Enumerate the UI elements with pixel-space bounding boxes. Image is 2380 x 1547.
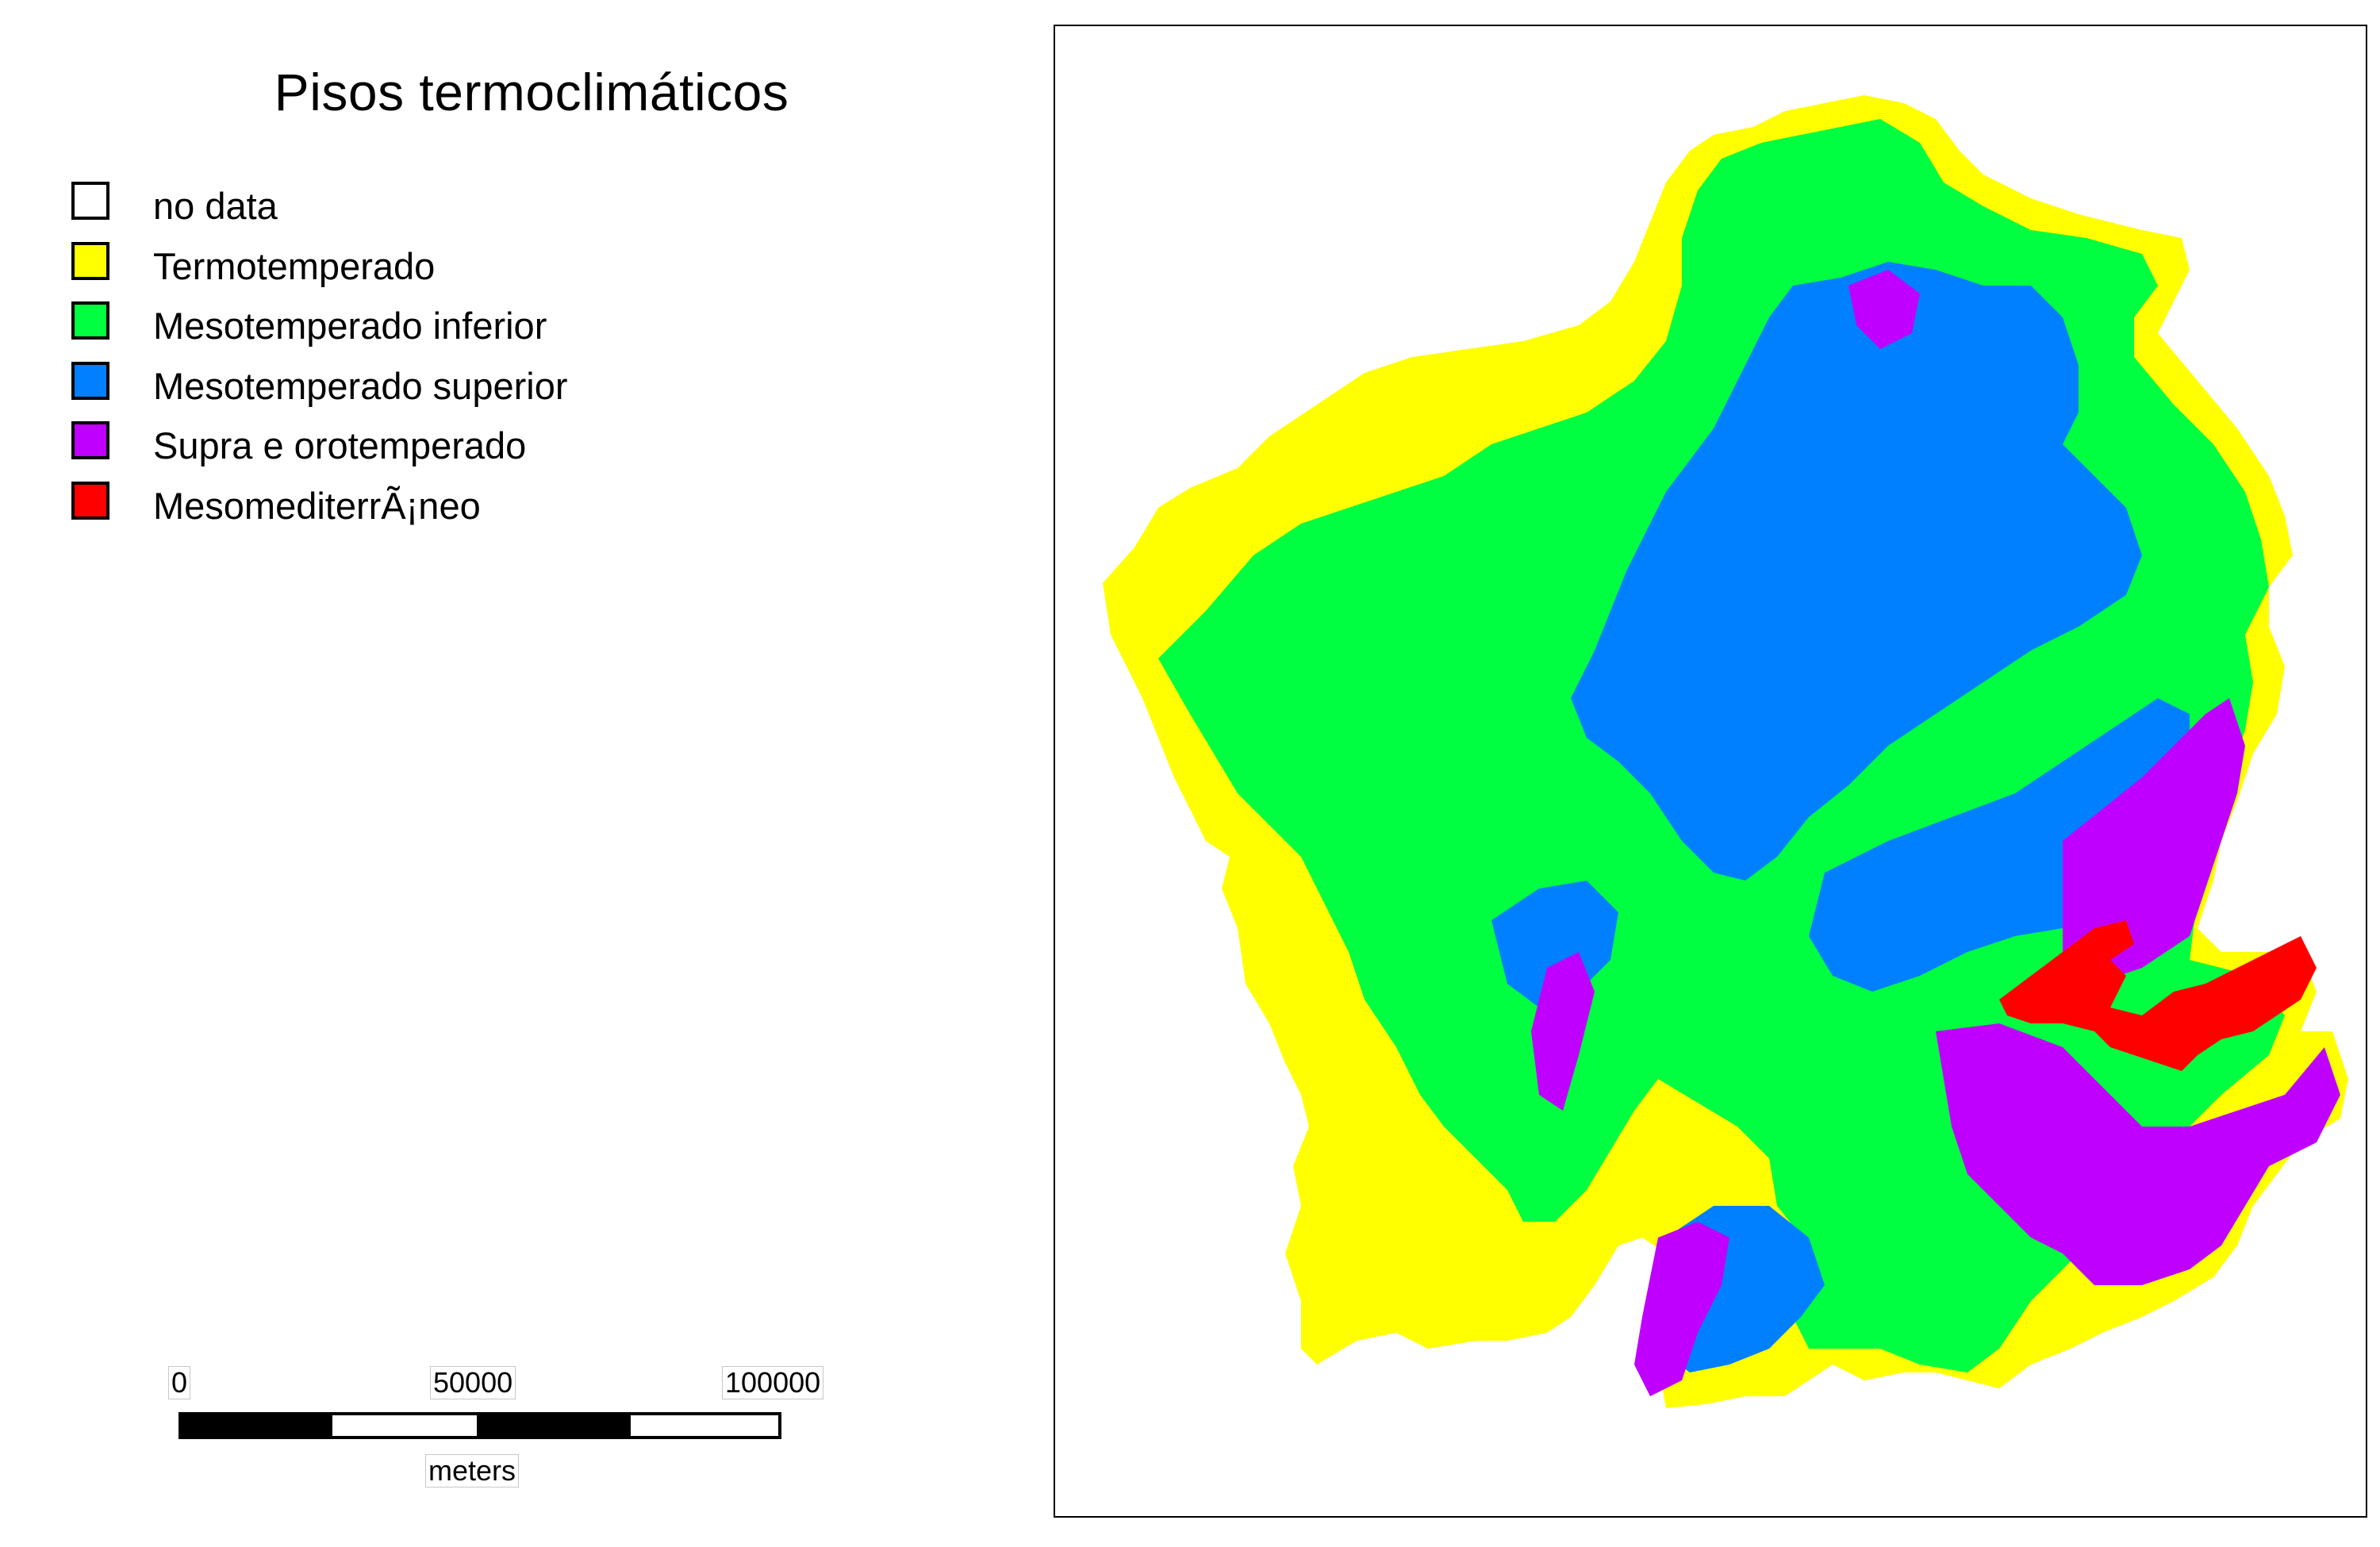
region-supra-orotemperado-southwest (1634, 1222, 1729, 1396)
map-frame (1054, 25, 2367, 1518)
legend-label-mesotemperado-inferior: Mesotemperado inferior (153, 305, 547, 347)
region-mesomediterraneo (1999, 920, 2317, 1071)
region-supra-orotemperado-westpatch (1531, 952, 1595, 1111)
region-supra-orotemperado-northpatch (1848, 270, 1920, 349)
legend-swatch-no-data (71, 182, 109, 220)
legend-label-supra-orotemperado: Supra e orotemperado (153, 424, 527, 466)
legend-swatch-termotemperado (71, 241, 109, 280)
legend-label-mesotemperado-superior: Mesotemperado superior (153, 364, 568, 407)
region-supra-orotemperado-east (2063, 698, 2245, 984)
map-title: Pisos termoclimáticos (274, 63, 789, 121)
legend-swatch-supra-orotemperado (71, 421, 109, 459)
legend-label-mesomediterraneo: MesomediterrÃ¡neo (153, 484, 481, 527)
region-mesotemperado-superior-north (1571, 262, 2142, 881)
legend-swatch-mesotemperado-inferior (71, 301, 109, 340)
region-supra-orotemperado-southeast (1936, 1023, 2340, 1285)
legend-swatch-mesotemperado-superior (71, 361, 109, 400)
legend-swatch-mesomediterraneo (71, 481, 109, 520)
legend-label-termotemperado: Termotemperado (153, 244, 436, 287)
legend-label-no-data: no data (153, 185, 278, 227)
